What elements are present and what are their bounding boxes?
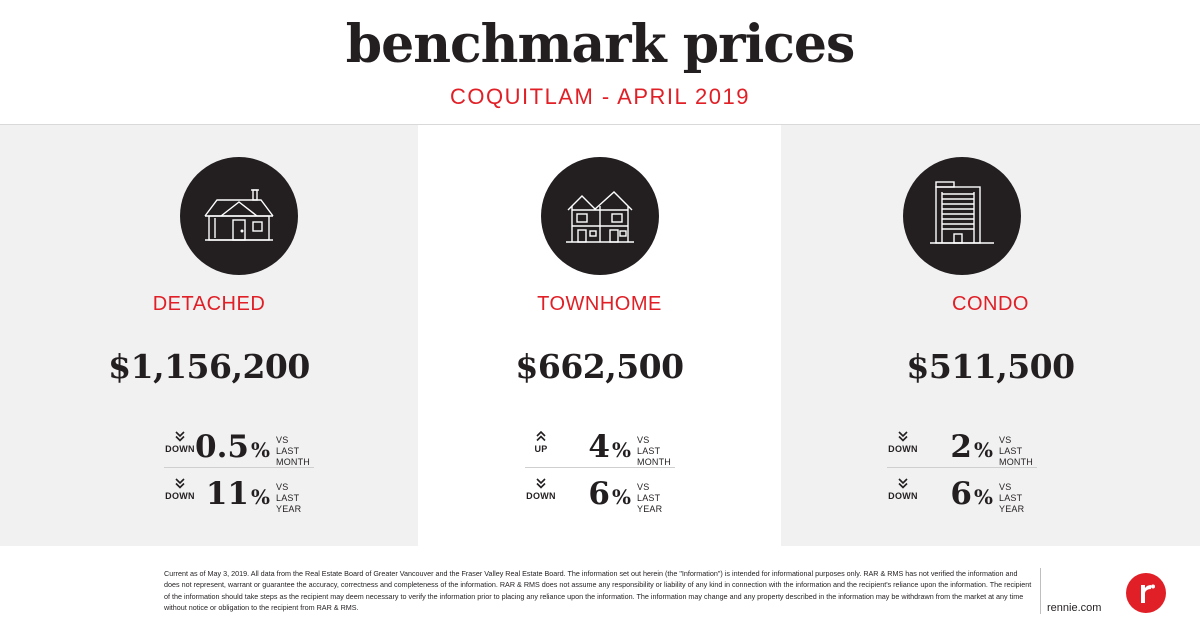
benchmark-price: $662,500 <box>515 347 684 386</box>
property-type-label: DETACHED <box>152 293 266 315</box>
page-subtitle: COQUITLAM - APRIL 2019 <box>450 84 750 109</box>
comparison-label: VS LAST YEAR <box>276 482 302 514</box>
change-stats: DOWN 0.5% VS LAST MONTH DOWN 11% VS LAST Y… <box>164 429 314 514</box>
chevron-down-icon: DOWN <box>887 476 919 501</box>
disclaimer-text: Current as of May 3, 2019. All data from… <box>164 569 1032 612</box>
footer-divider <box>1040 568 1041 614</box>
panel-detached: DETACHED $1,156,200 DOWN 0.5% VS LAST MON… <box>0 125 418 546</box>
comparison-label: VS LAST YEAR <box>999 482 1025 514</box>
direction-label: DOWN <box>165 444 195 454</box>
change-vs-last-month: DOWN 2% VS LAST MONTH <box>887 429 1037 468</box>
comparison-label: VS LAST YEAR <box>637 482 663 514</box>
direction-label: DOWN <box>888 444 918 454</box>
change-percent: 4% <box>588 429 631 465</box>
property-type-label: TOWNHOME <box>537 293 662 315</box>
site-link[interactable]: rennie.com <box>1047 602 1102 614</box>
change-percent: 6% <box>950 476 993 512</box>
change-vs-last-year: DOWN 6% VS LAST YEAR <box>887 476 1037 514</box>
direction-label: DOWN <box>888 491 918 501</box>
direction-label: DOWN <box>526 491 556 501</box>
change-vs-last-year: DOWN 11% VS LAST YEAR <box>164 476 314 514</box>
benchmark-price: $1,156,200 <box>108 347 310 386</box>
change-stats: DOWN 2% VS LAST MONTH DOWN 6% VS LAST YEAR <box>887 429 1037 514</box>
house-icon <box>180 157 298 275</box>
benchmark-price: $511,500 <box>906 347 1075 386</box>
panel-townhome: TOWNHOME $662,500 UP 4% VS LAST MONTH DOW… <box>418 125 781 546</box>
change-percent: 11% <box>205 476 270 512</box>
direction-label: UP <box>534 444 548 454</box>
direction-label: DOWN <box>165 491 195 501</box>
change-stats: UP 4% VS LAST MONTH DOWN 6% VS LAST YEAR <box>525 429 675 514</box>
rennie-logo-icon <box>1126 573 1166 613</box>
chevron-up-icon: UP <box>525 429 557 454</box>
condo-building-icon <box>903 157 1021 275</box>
townhome-icon <box>541 157 659 275</box>
change-vs-last-month: DOWN 0.5% VS LAST MONTH <box>164 429 314 468</box>
change-percent: 6% <box>588 476 631 512</box>
property-type-label: CONDO <box>952 293 1029 315</box>
panel-condo: CONDO $511,500 DOWN 2% VS LAST MONTH DOWN… <box>781 125 1200 546</box>
change-percent: 0.5% <box>195 429 270 465</box>
change-vs-last-month: UP 4% VS LAST MONTH <box>525 429 675 468</box>
chevron-down-icon: DOWN <box>164 429 196 454</box>
header: benchmark prices COQUITLAM - APRIL 2019 <box>0 0 1200 125</box>
change-vs-last-year: DOWN 6% VS LAST YEAR <box>525 476 675 514</box>
comparison-label: VS LAST MONTH <box>999 435 1033 467</box>
change-percent: 2% <box>950 429 993 465</box>
comparison-label: VS LAST MONTH <box>276 435 310 467</box>
chevron-down-icon: DOWN <box>525 476 557 501</box>
comparison-label: VS LAST MONTH <box>637 435 671 467</box>
chevron-down-icon: DOWN <box>887 429 919 454</box>
page-title: benchmark prices <box>345 14 856 75</box>
chevron-down-icon: DOWN <box>164 476 196 501</box>
